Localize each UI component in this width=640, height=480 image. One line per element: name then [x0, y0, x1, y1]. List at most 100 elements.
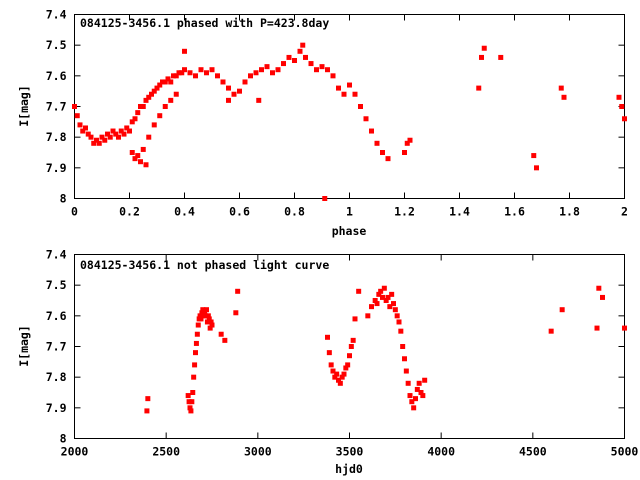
data-point	[398, 328, 404, 334]
data-point	[596, 285, 602, 291]
data-point	[146, 94, 152, 100]
data-point	[77, 122, 83, 128]
data-point	[264, 64, 270, 70]
data-point	[72, 104, 77, 109]
data-point	[339, 374, 345, 380]
data-point	[94, 137, 99, 143]
data-point	[325, 67, 330, 73]
x-tick-label: 1.6	[504, 205, 525, 219]
data-point	[369, 128, 374, 134]
data-point	[107, 134, 113, 140]
data-point	[407, 393, 413, 399]
data-point	[162, 104, 168, 109]
x-tick-label: 1.4	[449, 205, 470, 219]
y-tick-label: 7.5	[46, 38, 67, 52]
data-point	[91, 140, 97, 146]
phased-light-curve-panel: 084125-3456.1 phased with P=423.8day pha…	[17, 8, 628, 239]
data-point	[157, 113, 163, 119]
y-tick-label: 7.8	[46, 370, 67, 384]
x-tick-label: 2000	[61, 445, 89, 459]
data-point	[168, 97, 174, 103]
data-point	[391, 301, 396, 307]
data-point	[102, 137, 108, 143]
data-point	[330, 368, 336, 374]
x-tick-label: 0.4	[174, 205, 195, 219]
data-point	[179, 70, 185, 76]
data-point	[383, 298, 389, 303]
data-point	[124, 125, 130, 131]
data-point	[222, 337, 228, 343]
data-point	[270, 70, 275, 76]
data-point	[418, 390, 424, 395]
data-point	[275, 67, 281, 73]
data-point	[481, 45, 487, 51]
data-point	[200, 307, 206, 313]
data-point	[385, 294, 391, 300]
data-point	[85, 131, 91, 137]
data-point	[411, 405, 417, 411]
data-point	[140, 104, 146, 109]
data-point	[365, 313, 371, 319]
data-point	[352, 316, 358, 322]
data-point	[204, 70, 209, 76]
data-point	[143, 162, 149, 168]
data-point	[138, 159, 143, 165]
data-point	[206, 316, 212, 322]
data-point	[162, 79, 168, 85]
x-tick-label: 3500	[336, 445, 364, 459]
data-point	[192, 362, 198, 368]
data-point	[144, 408, 150, 414]
data-point	[248, 73, 253, 79]
data-point	[253, 70, 259, 76]
data-point	[341, 91, 347, 97]
y-tick-label: 8	[60, 432, 67, 446]
data-point	[193, 73, 198, 79]
data-point	[356, 288, 362, 294]
data-point	[322, 196, 328, 201]
data-point	[414, 386, 420, 392]
data-point	[332, 374, 338, 380]
data-point	[197, 313, 203, 319]
data-point	[208, 319, 214, 325]
data-point	[389, 291, 395, 297]
axis-ticks: 2000 2500 3000 3500 4000 4500 5000 7.4 7.5 7.6 7.7…	[46, 248, 639, 459]
data-point	[334, 371, 340, 377]
x-tick-label: 4000	[427, 445, 455, 459]
data-point	[132, 116, 138, 122]
data-point	[405, 380, 411, 386]
data-point	[352, 91, 358, 97]
y-tick-label: 7.6	[46, 69, 67, 83]
data-point	[118, 128, 124, 134]
data-point	[394, 313, 400, 319]
data-point	[561, 94, 567, 100]
data-point	[226, 85, 231, 91]
data-point	[129, 150, 135, 155]
data-point	[402, 150, 407, 155]
data-point	[215, 73, 220, 79]
data-point	[325, 334, 330, 340]
x-tick-label: 0.6	[229, 205, 250, 219]
data-point	[413, 396, 418, 402]
data-point	[548, 328, 554, 334]
data-points	[72, 42, 627, 201]
data-point	[341, 371, 347, 377]
data-point	[380, 294, 385, 300]
data-point	[286, 54, 292, 60]
data-point	[171, 73, 176, 79]
data-point	[363, 116, 369, 122]
data-point	[80, 128, 86, 134]
chart-title: 084125-3456.1 phased with P=423.8day	[80, 16, 329, 30]
data-point	[319, 64, 325, 70]
data-point	[476, 85, 482, 91]
data-point	[143, 97, 149, 103]
data-point	[220, 79, 226, 85]
chart-title: 084125-3456.1 not phased light curve	[80, 258, 329, 272]
data-point	[83, 125, 88, 131]
data-point	[407, 137, 413, 143]
data-point	[534, 165, 539, 171]
data-point	[145, 396, 151, 402]
y-tick-label: 7.6	[46, 309, 67, 323]
data-point	[348, 344, 354, 349]
data-point	[218, 331, 224, 337]
data-point	[422, 377, 428, 383]
